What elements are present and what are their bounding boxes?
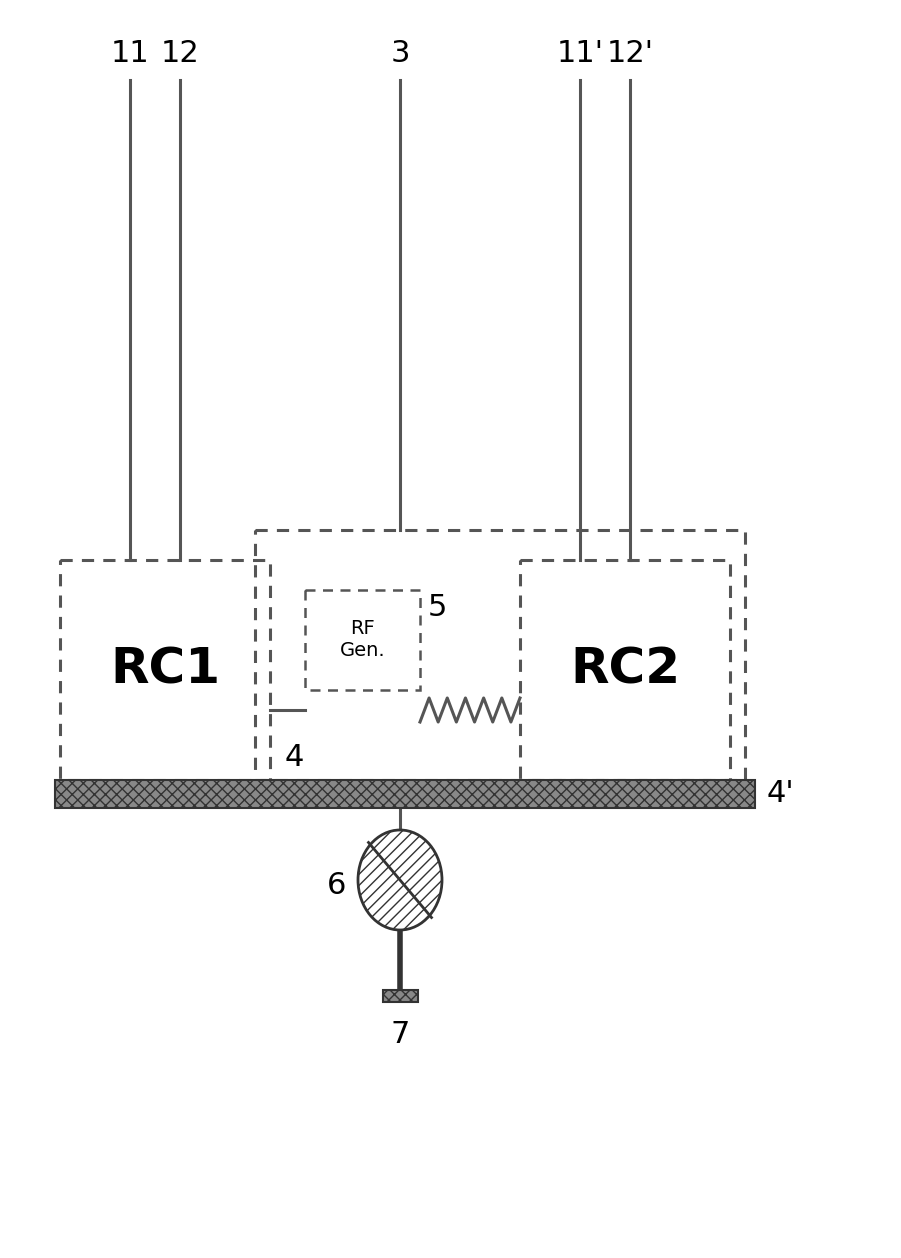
Text: 12: 12 xyxy=(160,39,199,68)
Text: 11': 11' xyxy=(557,39,604,68)
Text: 3: 3 xyxy=(390,39,410,68)
Text: 6: 6 xyxy=(327,871,346,899)
Bar xyxy=(383,990,417,1003)
Text: 11: 11 xyxy=(111,39,150,68)
Bar xyxy=(55,780,755,808)
Ellipse shape xyxy=(358,830,442,930)
Text: 4': 4' xyxy=(767,780,795,809)
Text: RC1: RC1 xyxy=(110,647,220,694)
Text: 4: 4 xyxy=(285,743,305,772)
Text: 12': 12' xyxy=(606,39,653,68)
Text: RC2: RC2 xyxy=(570,647,680,694)
Text: 5: 5 xyxy=(428,594,448,623)
Text: 7: 7 xyxy=(390,1020,410,1049)
Text: RF
Gen.: RF Gen. xyxy=(340,619,386,660)
